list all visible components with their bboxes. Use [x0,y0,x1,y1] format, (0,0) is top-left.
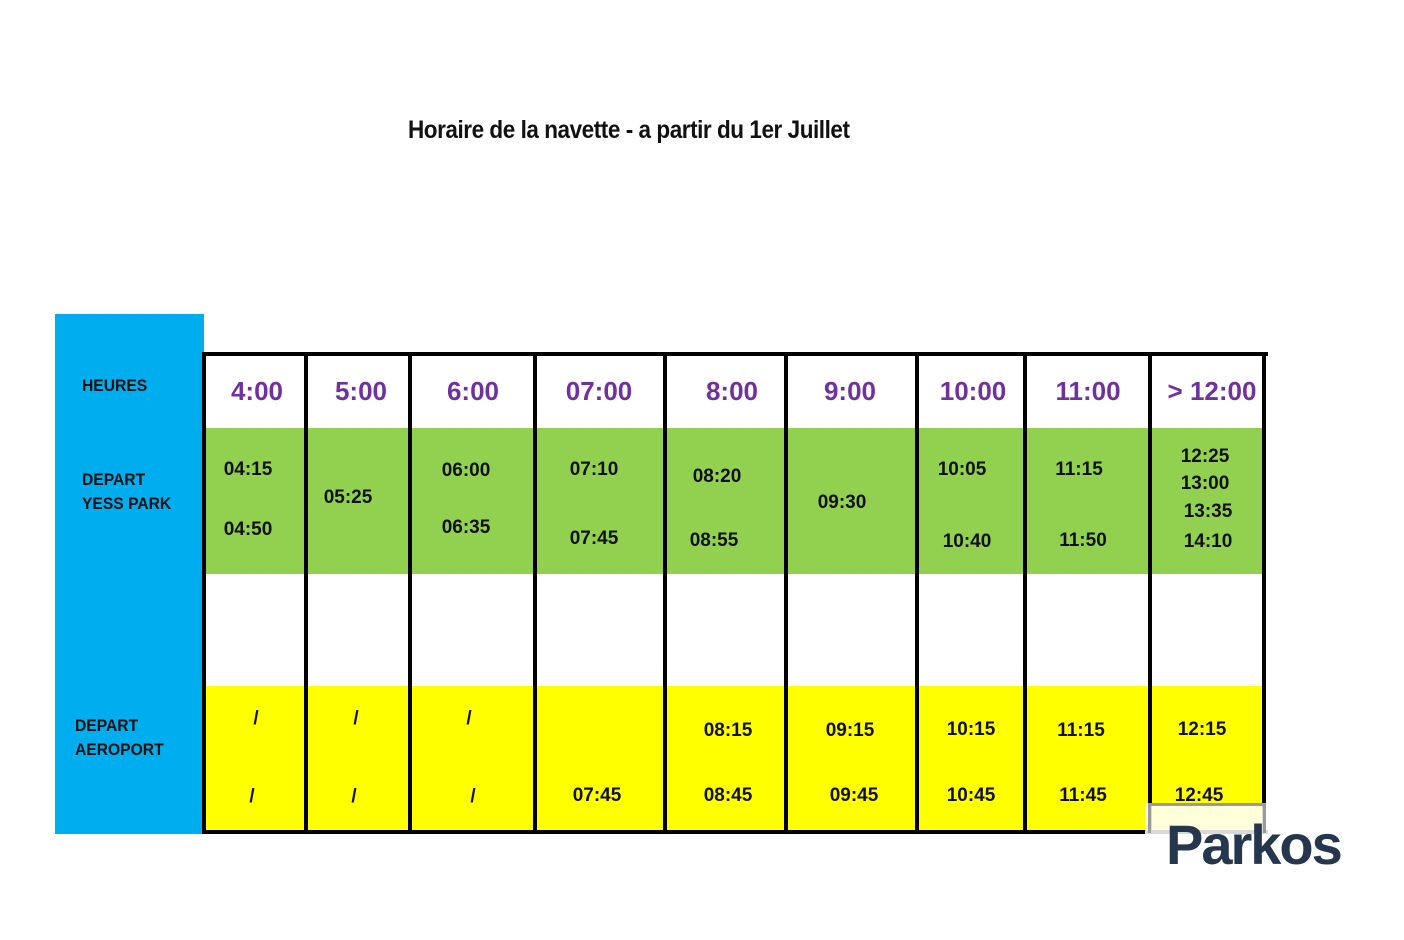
yess-park-time: 13:00 [1180,473,1230,494]
yess-park-time: 13:35 [1183,501,1233,522]
column-divider [1262,352,1266,834]
aeroport-time: 11:15 [1057,720,1105,741]
yess-park-time: 07:45 [569,528,619,549]
yess-park-time: 06:00 [441,460,491,481]
yess-park-time: 07:10 [569,459,619,480]
yess-park-band [205,428,1265,574]
hour-header: 10:00 [939,376,1007,406]
hour-header: 5:00 [334,376,388,406]
hour-header: 9:00 [823,376,877,406]
hour-header: 8:00 [705,376,759,406]
aeroport-time: 09:15 [825,720,875,741]
hour-header: 4:00 [230,376,284,406]
aeroport-time: 12:15 [1177,719,1227,740]
row-label-depart-aeroport: DEPART AEROPORT [75,716,164,759]
hour-header: 11:00 [1055,376,1121,406]
parkos-logo: Parkos [1166,813,1343,876]
aeroport-time: 08:15 [703,720,753,741]
aeroport-time: 07:45 [572,785,622,806]
table-top-border [202,352,1268,356]
column-divider [1148,352,1152,834]
column-divider [663,352,667,834]
aeroport-time: / [249,786,255,807]
yess-park-time: 04:50 [223,519,273,540]
yess-park-time: 08:20 [692,466,742,487]
hour-header: 6:00 [446,376,500,406]
aeroport-time: 08:45 [703,785,753,806]
yess-park-time: 08:55 [689,530,739,551]
yess-park-time: 05:25 [323,487,373,508]
column-divider [408,352,412,834]
yess-park-time: 11:15 [1055,459,1103,480]
aeroport-time: 09:45 [829,785,879,806]
row-label-depart-yess-park: DEPART YESS PARK [82,470,172,513]
column-divider [202,352,206,834]
yess-park-time: 10:05 [937,459,987,480]
row-label-heures: HEURES [82,376,148,395]
aeroport-time: / [353,708,359,729]
column-divider [1023,352,1027,834]
column-divider [533,352,537,834]
yess-park-time: 04:15 [223,459,273,480]
logo-frame [1148,803,1266,833]
aeroport-band [205,686,1265,832]
aeroport-time: / [466,708,472,729]
page-title: Horaire de la navette - a partir du 1er … [408,116,850,144]
column-divider [304,352,308,834]
logo-backdrop [1145,803,1350,898]
yess-park-time: 11:50 [1059,530,1107,551]
row-label-sidebar [55,314,204,834]
aeroport-time: / [253,708,259,729]
hour-header: 07:00 [565,376,633,406]
yess-park-time: 09:30 [817,492,867,513]
aeroport-time: 12:45 [1174,785,1224,806]
aeroport-time: / [351,786,357,807]
yess-park-time: 12:25 [1180,446,1230,467]
aeroport-time: / [470,786,476,807]
yess-park-time: 10:40 [942,531,992,552]
yess-park-time: 06:35 [441,517,491,538]
hour-header: > 12:00 [1167,376,1257,406]
aeroport-time: 10:45 [946,785,996,806]
column-divider [784,352,788,834]
aeroport-time: 10:15 [946,719,996,740]
aeroport-time: 11:45 [1059,785,1107,806]
table-bottom-border [202,830,1268,834]
column-divider [915,352,919,834]
yess-park-time: 14:10 [1183,531,1233,552]
